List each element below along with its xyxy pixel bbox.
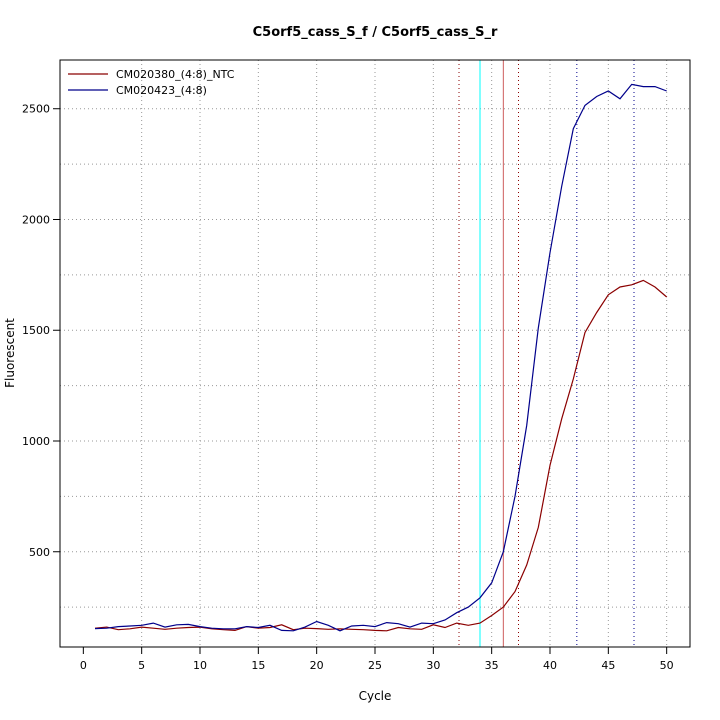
legend-label: CM020423_(4:8)	[116, 84, 207, 97]
series-line	[94, 279, 668, 632]
x-tick-label: 35	[485, 659, 499, 672]
legend-label: CM020380_(4:8)_NTC	[116, 68, 235, 81]
x-axis-label: Cycle	[359, 689, 392, 703]
grid	[60, 60, 690, 647]
y-tick-label: 1000	[22, 435, 50, 448]
y-tick-label: 1500	[22, 324, 50, 337]
series-line	[94, 83, 667, 632]
x-tick-label: 5	[138, 659, 145, 672]
x-tick-label: 20	[310, 659, 324, 672]
x-tick-label: 40	[543, 659, 557, 672]
y-tick-label: 500	[29, 546, 50, 559]
x-axis: 0 5 10 15 20 25 30 35 40 45 50	[80, 646, 674, 672]
x-tick-label: 25	[368, 659, 382, 672]
series-lines	[94, 83, 668, 632]
y-tick-label: 2500	[22, 103, 50, 116]
x-tick-label: 10	[193, 659, 207, 672]
y-tick-label: 2000	[22, 213, 50, 226]
x-tick-label: 50	[660, 659, 674, 672]
x-tick-label: 15	[251, 659, 265, 672]
y-axis-label: Fluorescent	[3, 318, 17, 388]
chart-title: C5orf5_cass_S_f / C5orf5_cass_S_r	[253, 25, 498, 40]
y-axis: 500 1000 1500 2000 2500	[22, 103, 61, 559]
x-tick-label: 45	[601, 659, 615, 672]
x-tick-label: 0	[80, 659, 87, 672]
x-tick-label: 30	[426, 659, 440, 672]
legend: CM020380_(4:8)_NTC CM020423_(4:8)	[68, 68, 235, 97]
